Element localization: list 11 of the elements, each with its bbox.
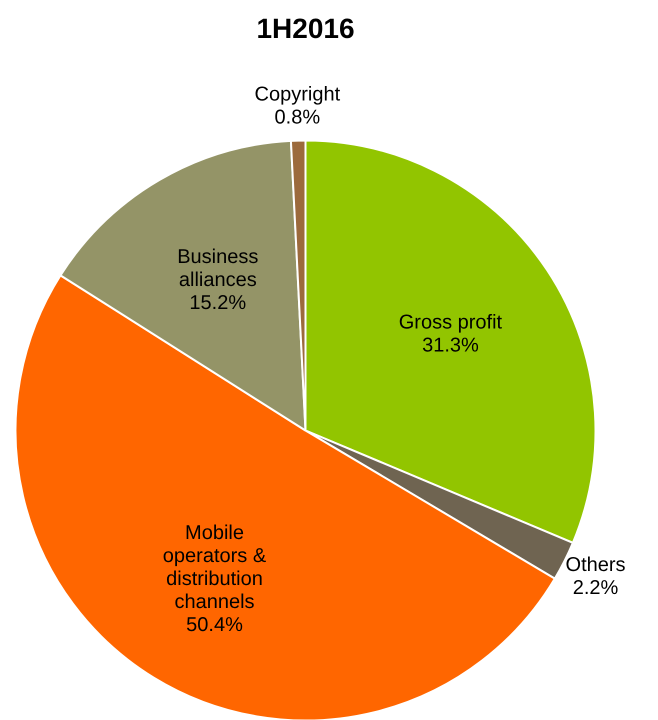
- data-label: 31.3%: [422, 334, 479, 357]
- slice-label: Mobile operators & distribution channels: [162, 522, 267, 613]
- data-label: 0.8%: [274, 106, 320, 128]
- slice-label: Business alliances: [177, 246, 258, 292]
- data-label: 50.4%: [186, 614, 244, 636]
- data-label: 2.2%: [572, 577, 619, 600]
- data-label: 15.2%: [189, 292, 246, 314]
- slice-label: Copyright: [254, 83, 341, 106]
- chart-title: 1H2016: [256, 13, 355, 44]
- slice-label: Gross profit: [398, 312, 503, 334]
- slice-label: Others: [566, 554, 626, 576]
